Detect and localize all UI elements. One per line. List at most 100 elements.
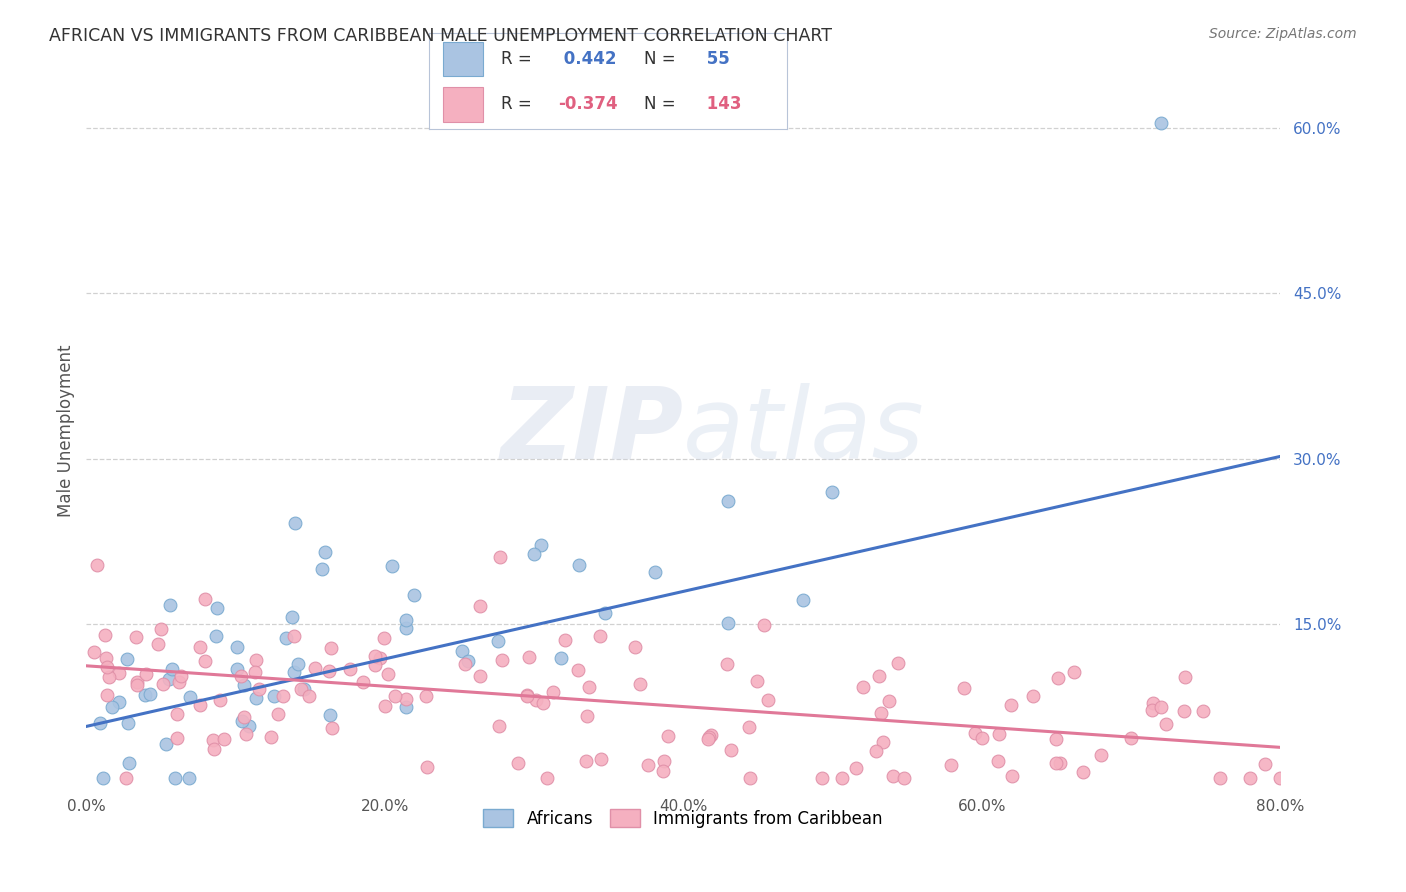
Point	[468, 599, 491, 614]
Point	[756, 692, 779, 706]
Point	[93, 771, 115, 785]
Point	[194, 654, 217, 668]
Point	[98, 670, 121, 684]
Point	[159, 598, 181, 612]
Point	[94, 651, 117, 665]
Point	[845, 761, 868, 775]
Point	[508, 756, 530, 771]
Text: Source: ZipAtlas.com: Source: ZipAtlas.com	[1209, 27, 1357, 41]
Point	[148, 637, 170, 651]
Point	[83, 645, 105, 659]
Point	[377, 666, 399, 681]
Point	[457, 654, 479, 668]
Point	[287, 657, 309, 672]
Point	[575, 709, 598, 723]
Point	[118, 756, 141, 770]
Point	[249, 681, 271, 696]
Point	[319, 640, 342, 655]
Point	[1174, 670, 1197, 684]
Point	[939, 758, 962, 772]
Bar	[443, 87, 482, 121]
Point	[450, 643, 472, 657]
Point	[882, 769, 904, 783]
Point	[852, 680, 875, 694]
Point	[536, 771, 558, 785]
Point	[877, 694, 900, 708]
Y-axis label: Male Unemployment: Male Unemployment	[58, 345, 75, 517]
Point	[245, 653, 267, 667]
Point	[416, 760, 439, 774]
Point	[179, 690, 201, 704]
Point	[188, 698, 211, 712]
Point	[541, 685, 564, 699]
Text: atlas: atlas	[683, 383, 925, 480]
Point	[395, 700, 418, 714]
Point	[865, 744, 887, 758]
Point	[792, 593, 814, 607]
Point	[516, 688, 538, 702]
Point	[201, 733, 224, 747]
Point	[108, 666, 131, 681]
Point	[368, 651, 391, 665]
Point	[114, 771, 136, 785]
Point	[205, 600, 228, 615]
Point	[716, 657, 738, 671]
Point	[1142, 696, 1164, 710]
Text: R =: R =	[501, 95, 531, 113]
Point	[232, 678, 254, 692]
Point	[811, 771, 834, 785]
Point	[1073, 765, 1095, 780]
Point	[720, 743, 742, 757]
Point	[697, 730, 720, 744]
Point	[567, 663, 589, 677]
Point	[100, 700, 122, 714]
Point	[321, 721, 343, 735]
Point	[395, 613, 418, 627]
Point	[1119, 731, 1142, 745]
Point	[1239, 771, 1261, 785]
Point	[644, 566, 666, 580]
Point	[150, 623, 173, 637]
Text: -0.374: -0.374	[558, 95, 617, 113]
Text: ZIP: ZIP	[501, 383, 683, 480]
Point	[188, 640, 211, 654]
Point	[593, 606, 616, 620]
Point	[381, 558, 404, 573]
Point	[1268, 771, 1291, 785]
Point	[589, 752, 612, 766]
Point	[304, 661, 326, 675]
Text: 55: 55	[702, 50, 730, 68]
Point	[283, 665, 305, 679]
Point	[374, 699, 396, 714]
Point	[283, 629, 305, 643]
Point	[117, 715, 139, 730]
Point	[96, 660, 118, 674]
Point	[290, 682, 312, 697]
Point	[96, 688, 118, 702]
Point	[524, 693, 547, 707]
Point	[470, 669, 492, 683]
Point	[212, 731, 235, 746]
Point	[226, 640, 249, 654]
Point	[488, 634, 510, 648]
Point	[280, 610, 302, 624]
Point	[134, 688, 156, 702]
Point	[624, 640, 647, 654]
Point	[738, 721, 761, 735]
Point	[738, 771, 761, 785]
Point	[384, 689, 406, 703]
Point	[127, 678, 149, 692]
Point	[163, 771, 186, 785]
Point	[166, 707, 188, 722]
Point	[1063, 665, 1085, 680]
Point	[297, 689, 319, 703]
Point	[260, 730, 283, 744]
Point	[523, 547, 546, 561]
Point	[233, 709, 256, 723]
Text: 143: 143	[702, 95, 742, 113]
Point	[454, 657, 477, 672]
Point	[550, 651, 572, 665]
Point	[94, 627, 117, 641]
Point	[754, 618, 776, 632]
Point	[169, 669, 191, 683]
